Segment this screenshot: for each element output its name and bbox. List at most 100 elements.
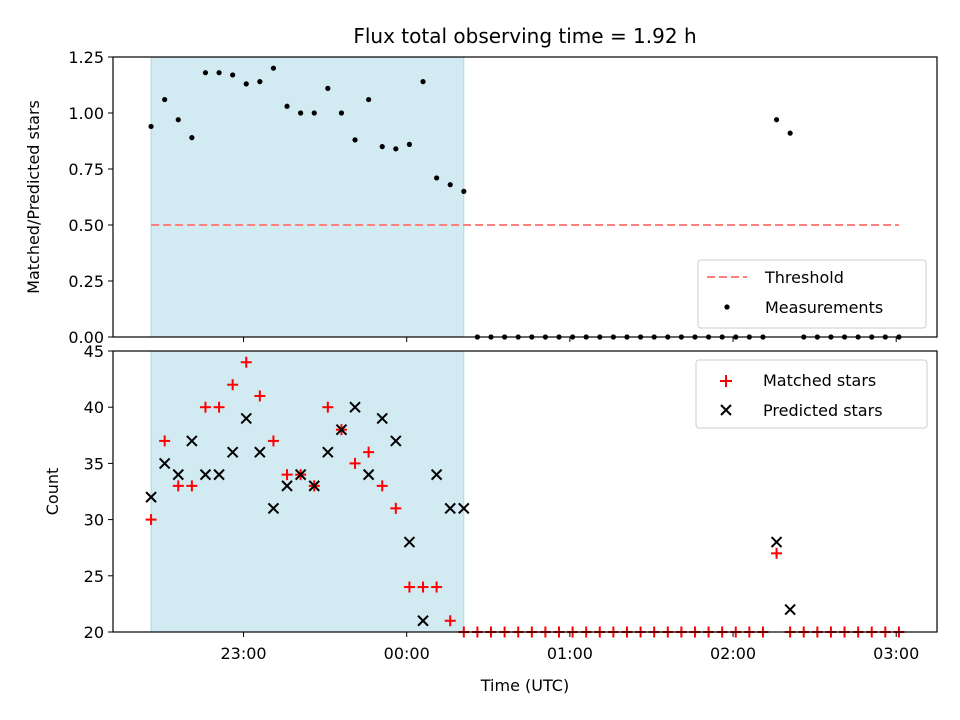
predicted-star-stroke-b: [458, 502, 470, 515]
y-tick-label-top: 0.00: [68, 328, 104, 347]
x-tick-label: 03:00: [873, 644, 919, 663]
predicted-star-stroke-b: [267, 502, 280, 515]
top-plot-frame: [112, 56, 938, 338]
measurement-point: [148, 123, 154, 130]
measurement-point: [298, 110, 304, 116]
legend-swatch-predicted-b: [720, 404, 732, 416]
y-tick-label-bottom: 45: [84, 342, 104, 361]
measurement-point: [162, 96, 168, 103]
measurement-point: [202, 70, 209, 76]
predicted-star-stroke-b: [186, 435, 198, 447]
legend-box-bottom: [695, 359, 928, 429]
predicted-star-stroke-b: [430, 468, 443, 481]
predicted-star-point: [294, 468, 307, 481]
predicted-star-point: [281, 480, 293, 492]
predicted-star-stroke-b: [376, 412, 388, 425]
predicted-star-point: [349, 401, 361, 413]
measurement-point: [773, 117, 780, 123]
predicted-star-stroke-b: [403, 536, 416, 548]
matched-star-point: [254, 390, 266, 402]
legend-box-top: [697, 259, 927, 329]
legend-label-measurements: Measurements: [765, 298, 883, 317]
predicted-star-point: [335, 423, 348, 436]
y-axis-label-bottom: Count: [43, 468, 62, 516]
measurement-point: [379, 144, 385, 150]
observing-window-bottom: [150, 350, 465, 633]
matched-star-point: [267, 435, 279, 447]
measurement-point: [338, 110, 345, 116]
observing-window-top: [150, 56, 465, 338]
predicted-star-stroke-b: [294, 468, 307, 481]
measurement-point: [243, 81, 249, 87]
matched-star-point: [349, 457, 361, 469]
predicted-star-stroke-b: [335, 423, 348, 436]
predicted-star-stroke-b: [158, 457, 171, 470]
predicted-star-point: [770, 536, 783, 548]
matched-star-point: [199, 401, 211, 413]
measurement-point: [284, 103, 290, 109]
predicted-star-point: [145, 491, 157, 503]
y-axis-label-top: Matched/Predicted stars: [24, 100, 43, 294]
measurement-point: [366, 96, 372, 103]
legend-swatch-measurements: [724, 304, 730, 310]
predicted-star-point: [444, 502, 456, 515]
measurement-point: [352, 137, 358, 143]
legend-label-matched: Matched stars: [763, 371, 876, 390]
matched-star-point: [240, 356, 252, 368]
top-panel: 0.00 0.25 0.50 0.75 1.00 1.25 Matched/Predicte…: [24, 48, 938, 347]
predicted-star-stroke-b: [172, 468, 184, 481]
y-tick-label-top: 1.25: [68, 48, 104, 67]
matched-star-point: [771, 547, 783, 559]
predicted-star-point: [172, 468, 184, 481]
legend-top: Threshold Measurements: [697, 259, 927, 329]
matched-star-point: [390, 502, 402, 514]
measurement-point: [420, 79, 426, 85]
measurement-point: [230, 72, 236, 78]
predicted-star-stroke-b: [390, 435, 402, 447]
predicted-star-stroke-b: [322, 446, 334, 458]
measurement-point: [311, 110, 317, 116]
predicted-star-stroke-b: [349, 401, 361, 413]
predicted-star-point: [308, 480, 320, 492]
predicted-star-stroke-b: [213, 468, 225, 481]
predicted-star-point: [458, 502, 470, 515]
y-tick-label-top: 0.50: [68, 216, 104, 235]
predicted-star-point: [267, 502, 280, 515]
matched-star-point: [213, 401, 225, 413]
predicted-star-point: [226, 446, 239, 458]
matched-star-point: [403, 581, 415, 593]
predicted-star-point: [390, 435, 402, 447]
predicted-star-stroke-b: [417, 615, 429, 627]
predicted-star-point: [362, 468, 375, 481]
bottom-panel: 20 25 30 35 40 45 23:00 00:00 01:00 02:00 03:00 Tim…: [43, 342, 938, 695]
measurement-point: [270, 65, 277, 71]
matched-star-point: [431, 581, 443, 593]
predicted-star-stroke-b: [226, 446, 239, 458]
y-tick-label-bottom: 35: [84, 454, 104, 473]
measurement-point: [393, 146, 399, 152]
matched-star-point: [172, 480, 184, 492]
y-tick-label-top: 0.25: [68, 272, 104, 291]
chart-title: Flux total observing time = 1.92 h: [353, 24, 696, 48]
predicted-star-point: [376, 412, 388, 425]
measurement-point: [787, 130, 793, 136]
measurement-point: [325, 85, 331, 91]
predicted-star-stroke-b: [254, 446, 266, 458]
measurement-point: [461, 188, 467, 194]
matched-star-point: [227, 379, 239, 391]
legend-bottom: Matched stars Predicted stars: [695, 359, 928, 429]
matched-star-point: [363, 446, 375, 458]
measurement-point: [447, 182, 453, 188]
predicted-star-point: [322, 446, 334, 458]
x-tick-label: 02:00: [710, 644, 756, 663]
predicted-star-stroke-b: [770, 536, 783, 548]
y-tick-label-bottom: 30: [84, 511, 104, 530]
predicted-star-point: [158, 457, 171, 470]
x-tick-label: 00:00: [384, 644, 430, 663]
measurement-point: [434, 175, 440, 181]
predicted-star-point: [784, 603, 796, 616]
predicted-star-stroke-b: [444, 502, 456, 515]
predicted-star-point: [186, 435, 198, 447]
predicted-star-point: [430, 468, 443, 481]
